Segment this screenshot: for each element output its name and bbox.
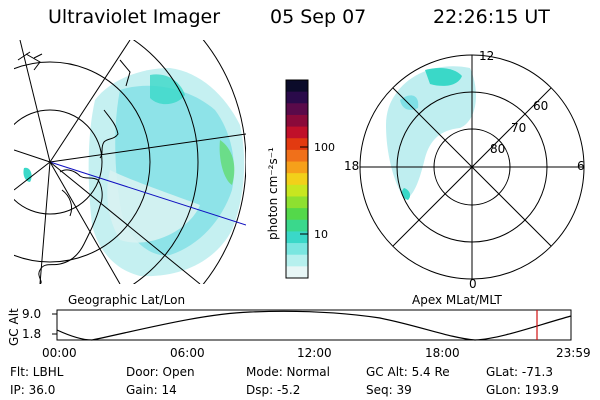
info-door: Door: Open — [126, 365, 195, 379]
info-glat: GLat: -71.3 — [486, 365, 553, 379]
colorbar-segment — [286, 173, 308, 186]
info-ip: IP: 36.0 — [10, 383, 56, 397]
info-filter: Flt: LBHL — [10, 365, 64, 379]
info-dsp: Dsp: -5.2 — [246, 383, 301, 397]
mlt-label-6: 6 — [577, 159, 585, 173]
time-tick-0000: 00:00 — [42, 346, 77, 360]
colorbar-segment — [286, 114, 308, 128]
geographic-map — [14, 40, 246, 284]
mlat-label-70: 70 — [511, 121, 526, 135]
colorbar-segment — [286, 266, 308, 279]
altitude-plot — [52, 309, 572, 341]
colorbar — [286, 80, 308, 279]
observation-date: 05 Sep 07 — [270, 6, 367, 28]
colorbar-segment — [286, 161, 308, 174]
info-mode: Mode: Normal — [246, 365, 330, 379]
alt-plot-ylabel: GC Alt — [7, 308, 21, 346]
observation-time: 22:26:15 UT — [433, 6, 550, 28]
colorbar-segment — [286, 196, 308, 209]
instrument-title: Ultraviolet Imager — [48, 6, 221, 28]
info-seq: Seq: 39 — [366, 383, 412, 397]
mlat-label-60: 60 — [533, 99, 548, 113]
time-tick-1200: 12:00 — [297, 346, 332, 360]
time-tick-0600: 06:00 — [170, 346, 205, 360]
alt-tick-9: 9.0 — [22, 307, 41, 321]
colorbar-segment — [286, 80, 308, 93]
mlt-label-0: 0 — [469, 277, 477, 291]
colorbar-segment — [286, 103, 308, 116]
colorbar-segment — [286, 208, 308, 221]
colorbar-segment — [286, 149, 308, 163]
colorbar-tick-100: 100 — [314, 141, 335, 154]
colorbar-segment — [286, 254, 308, 267]
altitude-curve — [56, 310, 572, 341]
time-tick-2359: 23:59 — [556, 346, 591, 360]
time-tick-1800: 18:00 — [425, 346, 460, 360]
right-polar-caption: Apex MLat/MLT — [412, 293, 502, 307]
mlt-label-18: 18 — [344, 159, 359, 173]
info-gc-alt: GC Alt: 5.4 Re — [366, 365, 450, 379]
coastline — [25, 53, 131, 284]
alt-tick-1-8: 1.8 — [22, 327, 41, 341]
info-gain: Gain: 14 — [126, 383, 177, 397]
colorbar-segment — [286, 138, 308, 151]
colorbar-segment — [286, 126, 308, 139]
colorbar-unit-label: photon cm⁻²s⁻¹ — [266, 147, 280, 240]
mlt-label-12: 12 — [479, 49, 494, 63]
polar-plot — [359, 54, 585, 280]
colorbar-tick-10: 10 — [314, 228, 328, 241]
auroral-emission-polar — [386, 66, 476, 201]
colorbar-segment — [286, 243, 308, 256]
colorbar-segment — [286, 231, 308, 244]
info-glon: GLon: 193.9 — [486, 383, 559, 397]
mlat-label-80: 80 — [490, 142, 505, 156]
colorbar-segment — [286, 219, 308, 232]
colorbar-segment — [286, 184, 308, 197]
left-map-caption: Geographic Lat/Lon — [68, 293, 185, 307]
colorbar-segment — [286, 91, 308, 104]
